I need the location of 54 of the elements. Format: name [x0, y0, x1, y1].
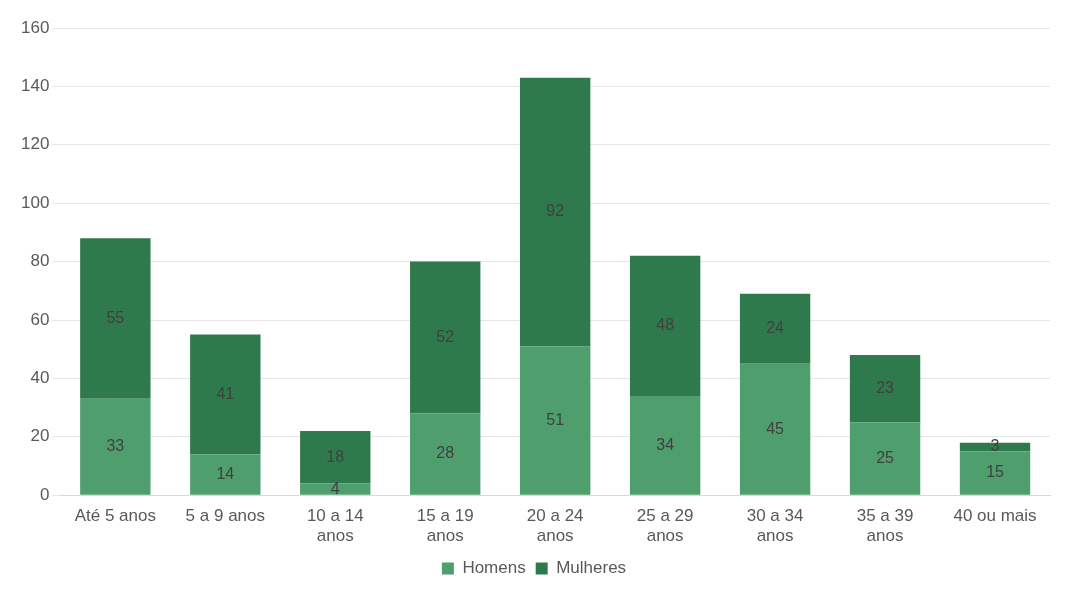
bar: [190, 454, 261, 495]
data-label: 25: [876, 448, 895, 466]
data-label: 33: [106, 437, 125, 455]
data-label: 15: [986, 463, 1005, 481]
bar: [190, 334, 261, 455]
bar: [300, 483, 371, 495]
x-tick-label: 15 a 19 anos: [416, 506, 474, 546]
bar: [520, 346, 591, 495]
data-label: 92: [546, 202, 565, 220]
x-tick-label: 40 ou mais: [953, 506, 1037, 526]
bar: [739, 363, 811, 495]
y-tick-label: 140: [20, 76, 50, 96]
data-label: 34: [656, 435, 675, 453]
bar: [849, 422, 921, 495]
bar: [959, 451, 1031, 495]
bar: [520, 77, 591, 347]
y-tick-label: 60: [30, 309, 50, 329]
data-label: 41: [216, 384, 235, 402]
data-label: 55: [106, 308, 125, 326]
bar: [739, 293, 811, 364]
data-label: 18: [326, 447, 345, 465]
bar: [849, 355, 921, 423]
bar: [80, 398, 151, 495]
y-tick-label: 100: [20, 192, 50, 212]
data-label: 14: [216, 464, 235, 482]
y-tick-label: 80: [30, 251, 50, 271]
bar: [410, 261, 481, 414]
legend-label: Homens: [462, 558, 526, 578]
x-tick-label: 10 a 14 anos: [306, 506, 364, 546]
data-label: 24: [766, 319, 785, 337]
data-label: 45: [766, 419, 785, 437]
data-label: 51: [546, 410, 565, 428]
x-tick-label: 25 a 29 anos: [636, 506, 694, 546]
y-tick-label: 120: [20, 134, 50, 154]
data-label: 4: [330, 479, 340, 497]
bar: [410, 413, 481, 495]
data-label: 48: [656, 316, 675, 334]
y-tick-label: 160: [20, 17, 50, 37]
bar: [80, 238, 151, 399]
y-tick-label: 0: [39, 484, 50, 504]
bar: [300, 430, 371, 484]
x-tick-label: 30 a 34 anos: [746, 506, 804, 546]
y-tick-label: 20: [30, 426, 50, 446]
legend-label: Mulheres: [556, 558, 627, 578]
x-tick-label: 5 a 9 anos: [185, 506, 266, 526]
x-tick-label: 20 a 24 anos: [526, 506, 584, 546]
data-label: 28: [436, 444, 455, 462]
x-tick-label: 35 a 39 anos: [856, 506, 914, 546]
x-tick-label: Até 5 anos: [74, 506, 156, 526]
bar: [629, 395, 701, 495]
bar: [629, 255, 701, 396]
data-label: 52: [436, 327, 455, 345]
data-label: 23: [876, 379, 895, 397]
y-tick-label: 40: [30, 368, 50, 388]
